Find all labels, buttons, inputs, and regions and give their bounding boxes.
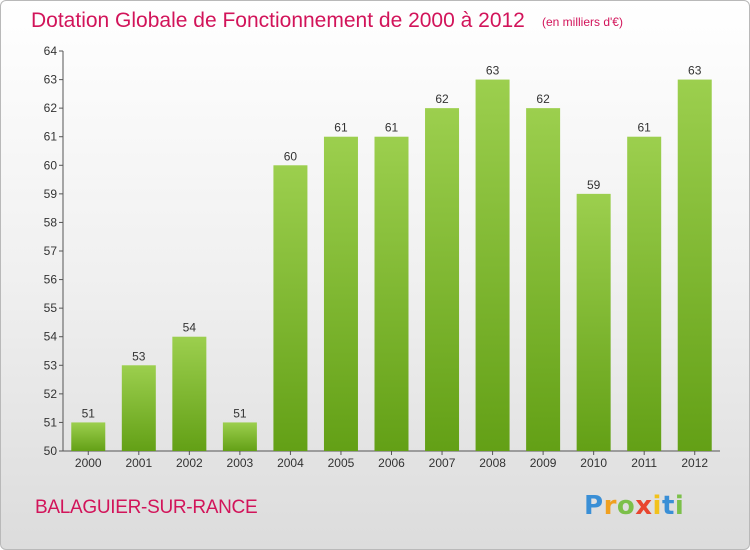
x-tick-label: 2011 xyxy=(631,456,657,470)
bar-2010 xyxy=(576,193,611,451)
x-tick-label: 2008 xyxy=(479,456,506,470)
commune-name: BALAGUIER-SUR-RANCE xyxy=(35,497,258,518)
bar-value-label: 62 xyxy=(536,92,550,106)
bar-2011 xyxy=(627,136,662,451)
bar-value-label: 61 xyxy=(638,121,652,135)
y-tick-label: 54 xyxy=(44,330,58,344)
x-tick-label: 2010 xyxy=(580,456,607,470)
bar-2007 xyxy=(425,108,460,452)
bar-value-label: 61 xyxy=(334,121,348,135)
x-tick-label: 2009 xyxy=(530,456,557,470)
bar-value-label: 59 xyxy=(587,178,601,192)
y-tick-label: 57 xyxy=(44,244,58,258)
bar-2006 xyxy=(374,136,409,451)
x-tick-label: 2012 xyxy=(681,456,708,470)
y-tick-label: 61 xyxy=(44,130,58,144)
bar-value-label: 61 xyxy=(385,121,399,135)
y-tick-label: 60 xyxy=(44,158,58,172)
bar-2002 xyxy=(172,336,207,451)
y-tick-label: 52 xyxy=(44,387,58,401)
x-tick-label: 2005 xyxy=(328,456,355,470)
bar-2009 xyxy=(526,108,561,452)
y-tick-label: 64 xyxy=(44,44,58,58)
x-tick-label: 2002 xyxy=(176,456,203,470)
y-tick-label: 56 xyxy=(44,273,58,287)
bar-value-label: 51 xyxy=(82,406,96,420)
bar-2005 xyxy=(323,136,358,451)
bar-value-label: 51 xyxy=(233,406,247,420)
x-tick-label: 2004 xyxy=(277,456,304,470)
bar-value-label: 54 xyxy=(183,321,197,335)
chart-title: Dotation Globale de Fonctionnement de 20… xyxy=(31,9,525,32)
y-tick-label: 59 xyxy=(44,187,58,201)
bar-2001 xyxy=(121,365,156,451)
x-tick-label: 2007 xyxy=(429,456,456,470)
y-tick-label: 62 xyxy=(44,101,58,115)
y-axis: 50 51 52 53 54 55 56 57 58 59 60 61 62 63 64 xyxy=(44,44,64,458)
bar-value-label: 62 xyxy=(435,92,449,106)
x-tick-label: 2001 xyxy=(125,456,152,470)
x-tick-label: 2000 xyxy=(75,456,102,470)
bar-2008 xyxy=(475,79,510,452)
bar-value-label: 60 xyxy=(284,149,298,163)
bar-value-label: 63 xyxy=(688,64,702,78)
bar-2004 xyxy=(273,165,308,452)
y-tick-label: 53 xyxy=(44,358,58,372)
y-tick-label: 51 xyxy=(44,415,58,429)
y-tick-label: 63 xyxy=(44,73,58,87)
bar-value-label: 63 xyxy=(486,64,500,78)
y-tick-label: 50 xyxy=(44,444,58,458)
chart-unit: (en milliers d'€) xyxy=(542,15,623,29)
proxiti-logo[interactable]: Proxiti xyxy=(584,491,685,521)
bar-value-label: 53 xyxy=(132,349,146,363)
bar-2003 xyxy=(222,422,257,451)
bar-2012 xyxy=(677,79,712,452)
y-tick-label: 58 xyxy=(44,215,58,229)
x-axis: 2000 2001 2002 2003 2004 2005 2006 2007 2008 2009… xyxy=(63,450,720,470)
x-tick-label: 2006 xyxy=(378,456,405,470)
bars xyxy=(71,79,712,452)
bar-2000 xyxy=(71,422,106,451)
x-tick-label: 2003 xyxy=(227,456,254,470)
bar-value-labels: 51 53 54 51 60 61 61 62 63 62 59 61 63 xyxy=(82,64,702,421)
y-tick-label: 55 xyxy=(44,301,58,315)
